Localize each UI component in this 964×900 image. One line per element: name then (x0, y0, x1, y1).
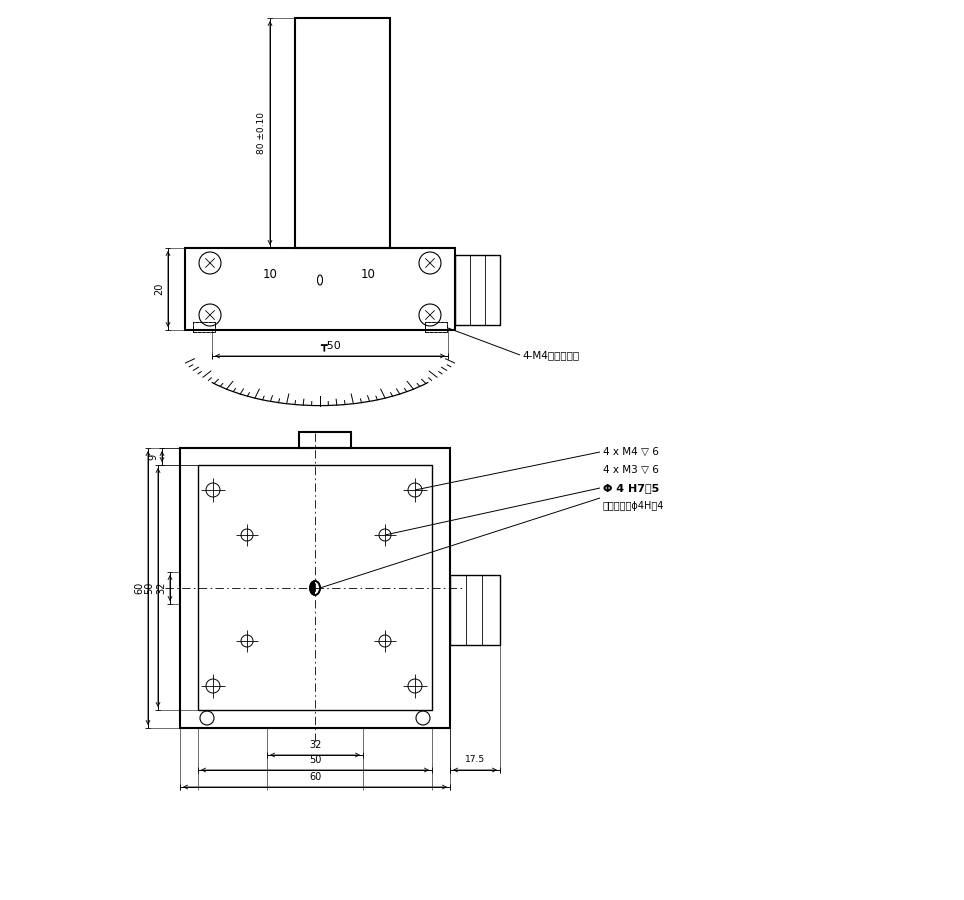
Polygon shape (310, 581, 315, 595)
Bar (425, 322, 447, 332)
Text: 80 ±0.10: 80 ±0.10 (256, 112, 265, 154)
Bar (180, 448, 450, 728)
Bar (295, 18, 390, 248)
Bar (455, 255, 500, 325)
Text: 10: 10 (361, 268, 375, 282)
Text: 9: 9 (148, 454, 158, 460)
Bar (193, 322, 215, 332)
Text: Φ 4 H7深5: Φ 4 H7深5 (603, 483, 659, 493)
Bar (185, 248, 455, 330)
Text: 50: 50 (144, 581, 154, 594)
Text: 32: 32 (156, 581, 166, 594)
Text: 17.5: 17.5 (465, 755, 485, 764)
Bar (425, 322, 447, 332)
Text: ┳50: ┳50 (320, 341, 340, 351)
Text: 4 x M3 ▽ 6: 4 x M3 ▽ 6 (603, 465, 658, 475)
Bar (193, 322, 215, 332)
Text: 20: 20 (154, 283, 164, 295)
Bar (299, 432, 351, 448)
Text: 60: 60 (308, 772, 321, 782)
Text: 10: 10 (262, 268, 278, 282)
Text: 50: 50 (308, 755, 321, 765)
Text: 4-M4螺钉安装孔: 4-M4螺钉安装孔 (522, 350, 579, 360)
Text: 60: 60 (134, 582, 144, 594)
Text: 4 x M4 ▽ 6: 4 x M4 ▽ 6 (603, 447, 658, 457)
Text: 自反面开孔ϕ4H深4: 自反面开孔ϕ4H深4 (603, 501, 664, 511)
Bar (450, 575, 500, 645)
Ellipse shape (310, 581, 320, 595)
Bar (198, 465, 432, 710)
Text: 32: 32 (308, 740, 321, 750)
